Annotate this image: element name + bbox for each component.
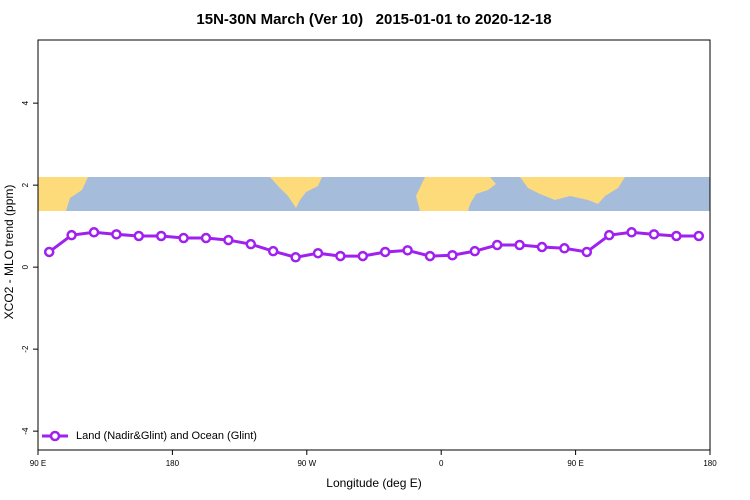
x-tick-label: 90 E xyxy=(30,459,46,468)
chart-title: 15N-30N March (Ver 10) 2015-01-01 to 202… xyxy=(196,11,551,28)
point xyxy=(491,239,503,251)
legend-label: Land (Nadir&Glint) and Ocean (Glint) xyxy=(76,430,257,442)
y-tick-label: -2 xyxy=(21,345,30,353)
point xyxy=(357,250,369,262)
point xyxy=(155,230,167,242)
point xyxy=(43,246,55,258)
x-tick-label: 90 W xyxy=(297,459,316,468)
y-axis-label: XCO2 - MLO trend (ppm) xyxy=(2,185,16,320)
point xyxy=(200,232,212,244)
point xyxy=(648,229,660,240)
land xyxy=(520,177,625,204)
point xyxy=(514,239,525,251)
map-band xyxy=(38,177,710,211)
point xyxy=(245,238,257,250)
point xyxy=(693,230,705,242)
y-tick-label: 4 xyxy=(21,100,30,105)
x-tick-label: 180 xyxy=(703,459,717,468)
land xyxy=(38,177,88,211)
y-tick-label: -4 xyxy=(21,427,30,435)
plot-frame xyxy=(37,39,711,451)
land xyxy=(270,177,322,208)
point xyxy=(424,250,436,262)
point xyxy=(290,252,301,263)
x-tick-label: 90 E xyxy=(567,459,583,468)
point xyxy=(402,245,413,256)
point xyxy=(469,245,481,257)
y-tick-label: 2 xyxy=(21,182,30,187)
point xyxy=(626,227,637,238)
point xyxy=(447,250,458,261)
point xyxy=(88,227,100,238)
point xyxy=(133,230,145,242)
point xyxy=(536,241,548,253)
point xyxy=(111,229,122,240)
x-tick-label: 0 xyxy=(439,459,444,468)
land xyxy=(416,177,496,211)
point xyxy=(603,229,615,241)
point xyxy=(66,229,77,241)
point xyxy=(267,245,279,257)
legend-marker xyxy=(49,430,61,442)
x-axis-label: Longitude (deg E) xyxy=(326,476,421,490)
point xyxy=(671,230,682,242)
point xyxy=(335,250,346,262)
series-line xyxy=(48,230,699,259)
point xyxy=(379,246,391,258)
y-tick-label: 0 xyxy=(21,264,30,269)
point xyxy=(559,243,570,254)
x-tick-label: 180 xyxy=(166,459,180,468)
point xyxy=(178,232,189,244)
point xyxy=(223,234,234,246)
point xyxy=(581,246,593,258)
point xyxy=(312,247,324,259)
